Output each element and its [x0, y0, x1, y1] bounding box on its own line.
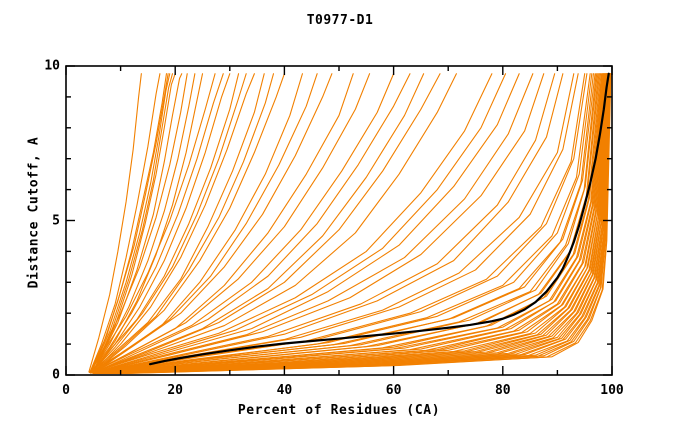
prediction-curve: [94, 73, 564, 374]
prediction-curve: [97, 73, 596, 374]
x-tick-label: 0: [62, 383, 70, 398]
reference-curve-group: [148, 72, 610, 366]
prediction-curve: [103, 73, 606, 374]
prediction-curve: [88, 73, 142, 373]
prediction-curve: [122, 73, 611, 374]
prediction-curve: [120, 73, 611, 374]
x-axis-title: Percent of Residues (CA): [237, 403, 441, 418]
prediction-curve: [116, 73, 611, 374]
prediction-curve: [93, 73, 520, 374]
prediction-curve: [92, 73, 231, 372]
prediction-curve: [91, 73, 534, 374]
y-tick-label: 5: [52, 213, 60, 228]
prediction-curve: [100, 73, 603, 374]
prediction-curve: [94, 73, 545, 374]
prediction-curve: [90, 73, 168, 372]
prediction-curve: [95, 73, 333, 372]
prediction-curve: [91, 73, 395, 374]
prediction-curve: [88, 73, 216, 374]
prediction-curve: [92, 73, 591, 374]
prediction-curve: [91, 73, 247, 373]
y-tick-label: 10: [44, 58, 60, 74]
prediction-curve: [93, 73, 255, 372]
prediction-curve: [90, 73, 169, 373]
prediction-curve: [90, 73, 224, 373]
prediction-curve: [114, 73, 610, 374]
prediction-curve: [92, 73, 457, 374]
prediction-curve: [97, 73, 602, 374]
prediction-curve: [89, 73, 161, 373]
prediction-curve: [92, 73, 204, 372]
prediction-curve: [102, 73, 605, 374]
prediction-curve: [96, 73, 588, 374]
x-tick-label: 60: [385, 383, 402, 398]
prediction-curve: [94, 73, 183, 370]
prediction-curve: [101, 73, 604, 374]
prediction-curve: [89, 73, 265, 374]
prediction-curve: [92, 73, 174, 372]
prediction-curve: [93, 73, 586, 374]
x-tick-label: 40: [276, 383, 293, 398]
prediction-curve: [95, 73, 593, 374]
prediction-curve: [92, 73, 275, 373]
prediction-curve: [110, 73, 609, 374]
prediction-curve: [112, 73, 610, 374]
chart-title: T0977-D1: [306, 13, 374, 28]
prediction-curve: [91, 73, 425, 374]
prediction-curve: [106, 73, 608, 374]
prediction-curve: [91, 73, 196, 372]
x-tick-label: 100: [600, 383, 624, 398]
prediction-curve: [90, 73, 240, 373]
y-tick-label: 0: [52, 367, 60, 383]
prediction-curve: [125, 73, 612, 374]
prediction-curve: [93, 73, 176, 371]
prediction-curve: [94, 73, 411, 373]
prediction-curve: [98, 73, 598, 374]
prediction-curve: [91, 73, 171, 371]
prediction-curve: [93, 73, 371, 373]
prediction-curve: [90, 73, 493, 374]
prediction-curve: [93, 73, 441, 373]
prediction-curve: [92, 73, 507, 374]
axis-frame-group: [65, 65, 613, 376]
prediction-curve: [92, 73, 556, 374]
prediction-curve: [109, 73, 609, 374]
prediction-curves-group: [88, 73, 612, 374]
prediction-curve: [108, 73, 608, 374]
prediction-curve: [104, 73, 607, 374]
prediction-curve: [90, 73, 188, 373]
x-tick-label: 80: [494, 383, 511, 398]
prediction-curve: [94, 73, 285, 372]
plot-frame: [65, 65, 613, 376]
prediction-curve: [92, 73, 318, 373]
reference-curve: [148, 72, 610, 366]
x-tick-label: 20: [167, 383, 184, 398]
